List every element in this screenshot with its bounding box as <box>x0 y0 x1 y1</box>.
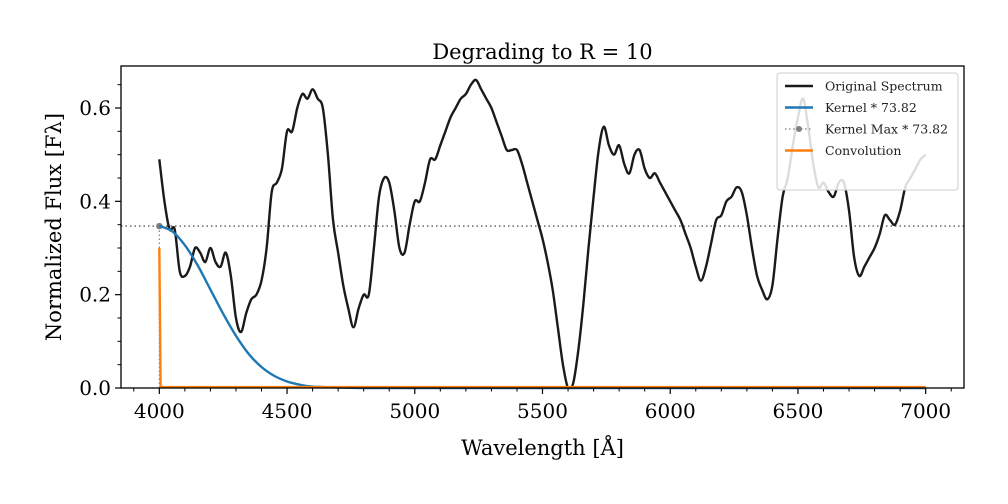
y-tick-label: 0.4 <box>79 189 111 213</box>
x-tick-label: 4500 <box>262 399 313 423</box>
y-axis-label: Normalized Flux [Fλ] <box>42 113 66 341</box>
chart-title: Degrading to R = 10 <box>432 40 652 64</box>
x-tick-label: 4000 <box>134 399 185 423</box>
y-tick-label: 0.6 <box>79 96 111 120</box>
legend: Original Spectrum Kernel * 73.82 Kernel Ma… <box>776 72 959 191</box>
legend-box <box>776 72 959 191</box>
x-tick-label: 7000 <box>900 399 951 423</box>
y-tick-label: 0.0 <box>79 376 111 400</box>
legend-entry-label: Convolution <box>825 143 901 158</box>
y-axis: 0.0 0.2 0.4 0.6 <box>79 84 121 400</box>
y-tick-label: 0.2 <box>79 283 111 307</box>
x-axis-label: Wavelength [Å] <box>461 435 624 460</box>
x-tick-label: 5000 <box>389 399 440 423</box>
legend-entry-label: Original Spectrum <box>825 79 943 94</box>
convolution-line <box>158 247 926 389</box>
legend-marker <box>796 126 802 132</box>
x-tick-label: 6500 <box>773 399 824 423</box>
kernel-line <box>158 224 926 390</box>
legend-entry-label: Kernel Max * 73.82 <box>825 122 948 137</box>
x-axis: 4000 4500 5000 5500 6000 6500 7000 <box>133 388 952 423</box>
legend-entry-label: Kernel * 73.82 <box>825 100 917 115</box>
x-tick-label: 5500 <box>517 399 568 423</box>
x-tick-label: 6000 <box>645 399 696 423</box>
